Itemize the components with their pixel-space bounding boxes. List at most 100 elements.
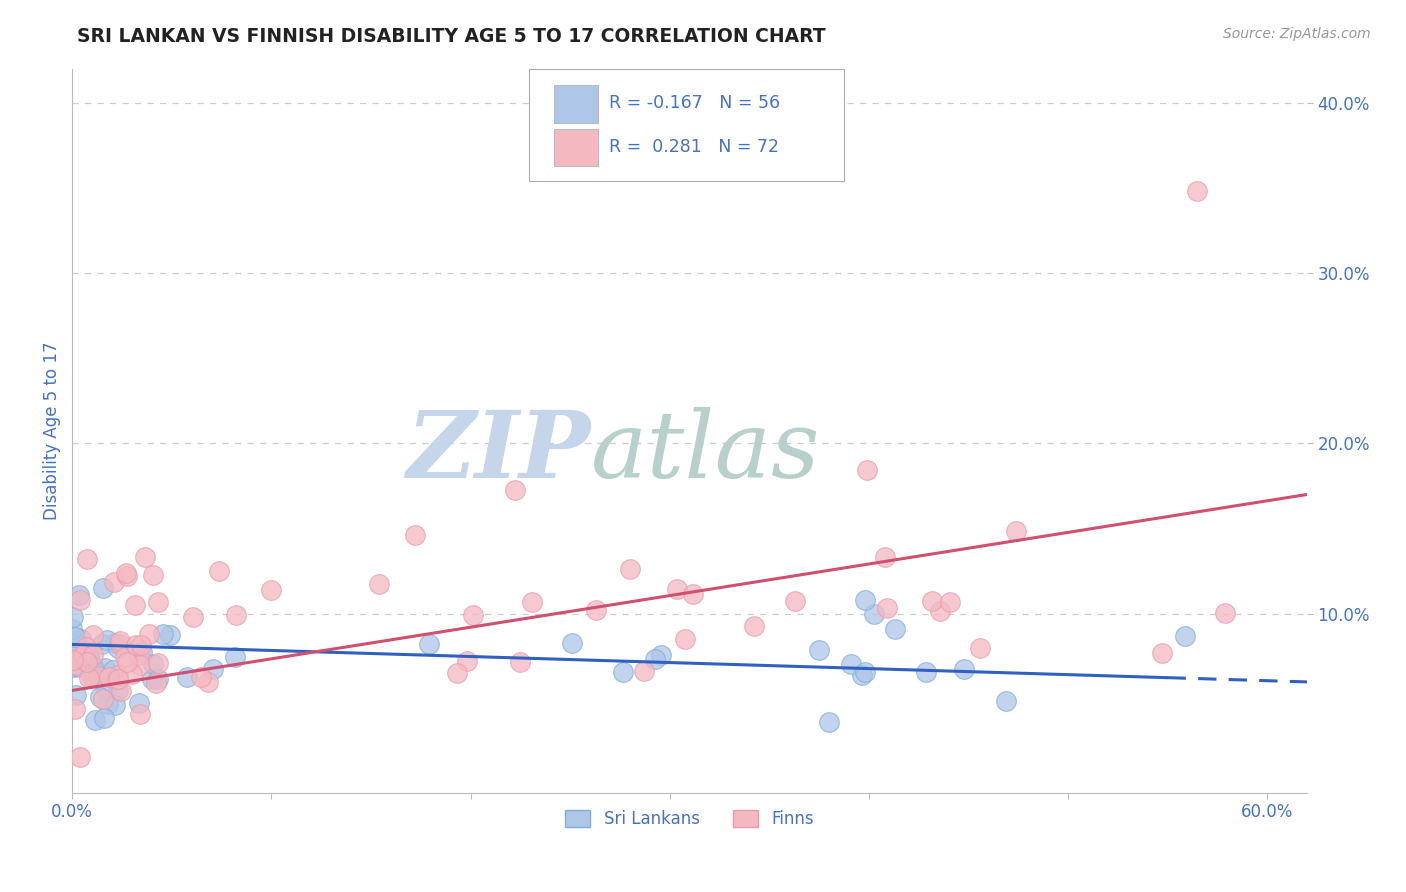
Point xyxy=(82,648,104,663)
Point xyxy=(103,575,125,590)
Point xyxy=(808,643,831,657)
Point xyxy=(110,683,132,698)
Point xyxy=(181,610,204,624)
Point xyxy=(65,688,87,702)
Point xyxy=(190,670,212,684)
Point xyxy=(134,549,156,564)
Point xyxy=(851,668,873,682)
Point xyxy=(82,671,104,685)
Point xyxy=(650,648,672,662)
Point xyxy=(107,682,129,697)
Point xyxy=(418,637,440,651)
FancyBboxPatch shape xyxy=(554,128,598,166)
Point xyxy=(619,561,641,575)
Point xyxy=(124,638,146,652)
Point xyxy=(79,651,101,665)
Point xyxy=(224,649,246,664)
Point xyxy=(128,658,150,673)
Point xyxy=(69,593,91,607)
Point xyxy=(585,602,607,616)
Point xyxy=(856,463,879,477)
Point xyxy=(520,595,543,609)
Point xyxy=(921,594,943,608)
Point xyxy=(62,659,84,673)
Point xyxy=(505,483,527,498)
Point xyxy=(67,660,90,674)
Point xyxy=(1152,646,1174,660)
Point xyxy=(107,668,129,682)
Point xyxy=(82,628,104,642)
Point xyxy=(107,672,129,686)
Point xyxy=(1187,184,1209,198)
Point xyxy=(76,551,98,566)
Point xyxy=(208,564,231,578)
Text: ZIP: ZIP xyxy=(406,408,591,498)
Point xyxy=(110,634,132,648)
Point xyxy=(1213,607,1236,621)
Point xyxy=(91,637,114,651)
Point xyxy=(65,658,87,673)
Point xyxy=(69,651,91,665)
Point xyxy=(93,711,115,725)
Point xyxy=(145,676,167,690)
Point xyxy=(666,582,689,596)
Point xyxy=(368,577,391,591)
Point xyxy=(129,638,152,652)
Point xyxy=(146,595,169,609)
Text: R = -0.167   N = 56: R = -0.167 N = 56 xyxy=(609,95,780,112)
Point xyxy=(675,632,697,646)
Point xyxy=(142,568,165,582)
Point xyxy=(94,661,117,675)
Point xyxy=(76,655,98,669)
Point xyxy=(783,594,806,608)
Point xyxy=(969,641,991,656)
Point xyxy=(62,609,84,624)
Point xyxy=(176,670,198,684)
Point xyxy=(69,750,91,764)
Point xyxy=(82,660,104,674)
Point xyxy=(107,641,129,656)
Point xyxy=(114,566,136,580)
Point xyxy=(93,692,115,706)
Point xyxy=(131,645,153,659)
Point xyxy=(201,663,224,677)
Point xyxy=(853,593,876,607)
Point xyxy=(83,670,105,684)
Point xyxy=(89,690,111,704)
Point xyxy=(509,655,531,669)
Point xyxy=(914,665,936,679)
Point xyxy=(101,663,124,677)
Point xyxy=(141,673,163,687)
Point xyxy=(110,637,132,651)
Point xyxy=(744,619,766,633)
Point xyxy=(97,697,120,711)
Point xyxy=(612,665,634,679)
Point xyxy=(138,627,160,641)
Point xyxy=(456,655,478,669)
Point xyxy=(560,636,582,650)
Point xyxy=(197,675,219,690)
Point xyxy=(928,604,950,618)
Point xyxy=(103,698,125,712)
Point xyxy=(1005,524,1028,538)
Point xyxy=(146,656,169,670)
Point xyxy=(96,632,118,647)
Text: SRI LANKAN VS FINNISH DISABILITY AGE 5 TO 17 CORRELATION CHART: SRI LANKAN VS FINNISH DISABILITY AGE 5 T… xyxy=(77,27,825,45)
Point xyxy=(60,622,83,636)
Point xyxy=(115,655,138,669)
Text: atlas: atlas xyxy=(591,408,820,498)
Point xyxy=(114,649,136,664)
Point xyxy=(938,595,960,609)
Point xyxy=(152,627,174,641)
Point xyxy=(994,693,1017,707)
Point xyxy=(121,667,143,681)
Point xyxy=(128,648,150,662)
Point xyxy=(682,587,704,601)
Point xyxy=(841,657,863,671)
Point xyxy=(853,665,876,680)
Point xyxy=(91,581,114,595)
Point xyxy=(124,598,146,612)
Point xyxy=(884,622,907,636)
Point xyxy=(260,582,283,597)
Point xyxy=(72,648,94,662)
